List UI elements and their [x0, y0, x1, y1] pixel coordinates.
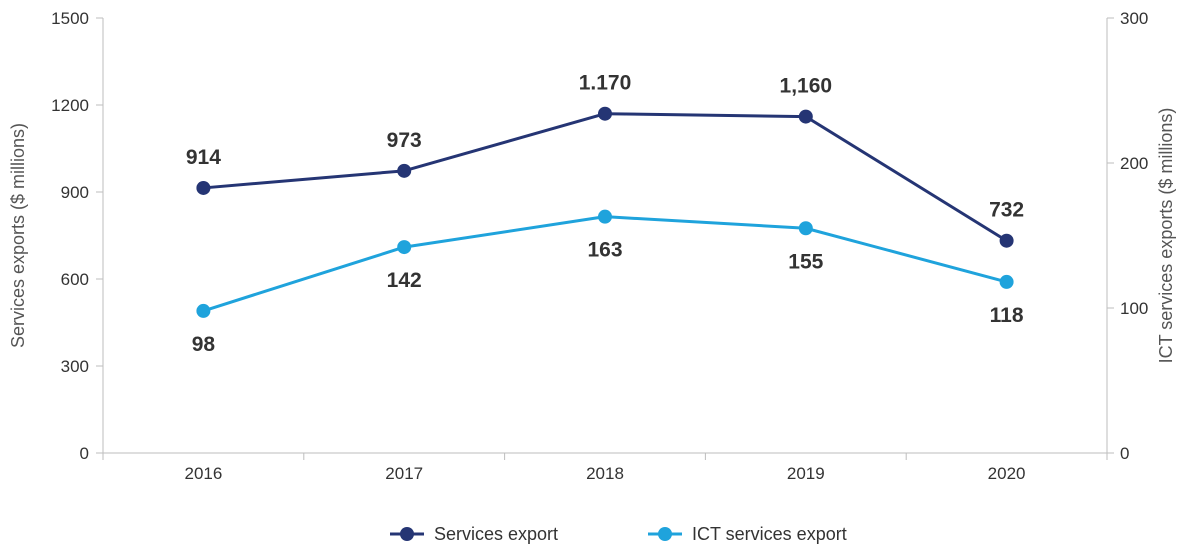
- left-tick-label: 600: [61, 270, 89, 289]
- series-2-data-label: 98: [192, 333, 216, 356]
- series-1-data-label: 1.170: [579, 72, 632, 95]
- left-tick-label: 900: [61, 183, 89, 202]
- x-tick-label: 2019: [787, 464, 825, 483]
- series-2-point: [196, 303, 211, 318]
- series-1-data-label: 914: [186, 146, 221, 169]
- left-tick-label: 300: [61, 357, 89, 376]
- series-1-point: [798, 109, 813, 124]
- left-axis-title: Services exports ($ millions): [8, 123, 28, 348]
- x-tick-label: 2020: [988, 464, 1026, 483]
- left-tick-label: 1200: [51, 96, 89, 115]
- series-2-point: [397, 240, 412, 255]
- lines-layer: [196, 106, 1014, 318]
- series-2-data-label: 142: [387, 269, 422, 292]
- series-2-data-label: 155: [788, 250, 823, 273]
- left-tick-label: 0: [80, 444, 89, 463]
- right-tick-label: 100: [1120, 299, 1148, 318]
- legend-label: ICT services export: [692, 524, 847, 544]
- legend: Services export ICT services export: [390, 524, 847, 544]
- legend-swatch-marker: [400, 527, 414, 541]
- series-2-point: [798, 221, 813, 236]
- series-line-2: [202, 215, 1007, 313]
- right-tick-label: 0: [1120, 444, 1129, 463]
- series-1-point: [397, 163, 412, 178]
- axes-layer: 0 300 600 900 1200 1500 0 100 200 300 2016 2017 2018…: [8, 9, 1176, 483]
- data-labels-layer: 914 973 1.170 1,160 732 98 142 163 155 118: [186, 72, 1024, 356]
- series-1-data-label: 1,160: [780, 75, 833, 98]
- series-1-data-label: 732: [989, 199, 1024, 222]
- series-2-data-label: 118: [990, 304, 1024, 327]
- x-tick-label: 2018: [586, 464, 624, 483]
- series-1-data-label: 973: [387, 129, 422, 152]
- legend-swatch-marker: [658, 527, 672, 541]
- series-1-point: [196, 180, 211, 195]
- series-1-point: [598, 106, 612, 121]
- series-1-point: [999, 233, 1014, 248]
- x-tick-label: 2016: [184, 464, 222, 483]
- left-tick-label: 1500: [51, 9, 89, 28]
- legend-label: Services export: [434, 524, 558, 544]
- series-2-point: [598, 209, 612, 224]
- series-2-point: [999, 274, 1014, 289]
- right-axis-title: ICT services exports ($ millions): [1156, 108, 1176, 364]
- right-tick-label: 300: [1120, 9, 1148, 28]
- series-2-data-label: 163: [587, 239, 622, 262]
- x-tick-label: 2017: [385, 464, 423, 483]
- right-tick-label: 200: [1120, 154, 1148, 173]
